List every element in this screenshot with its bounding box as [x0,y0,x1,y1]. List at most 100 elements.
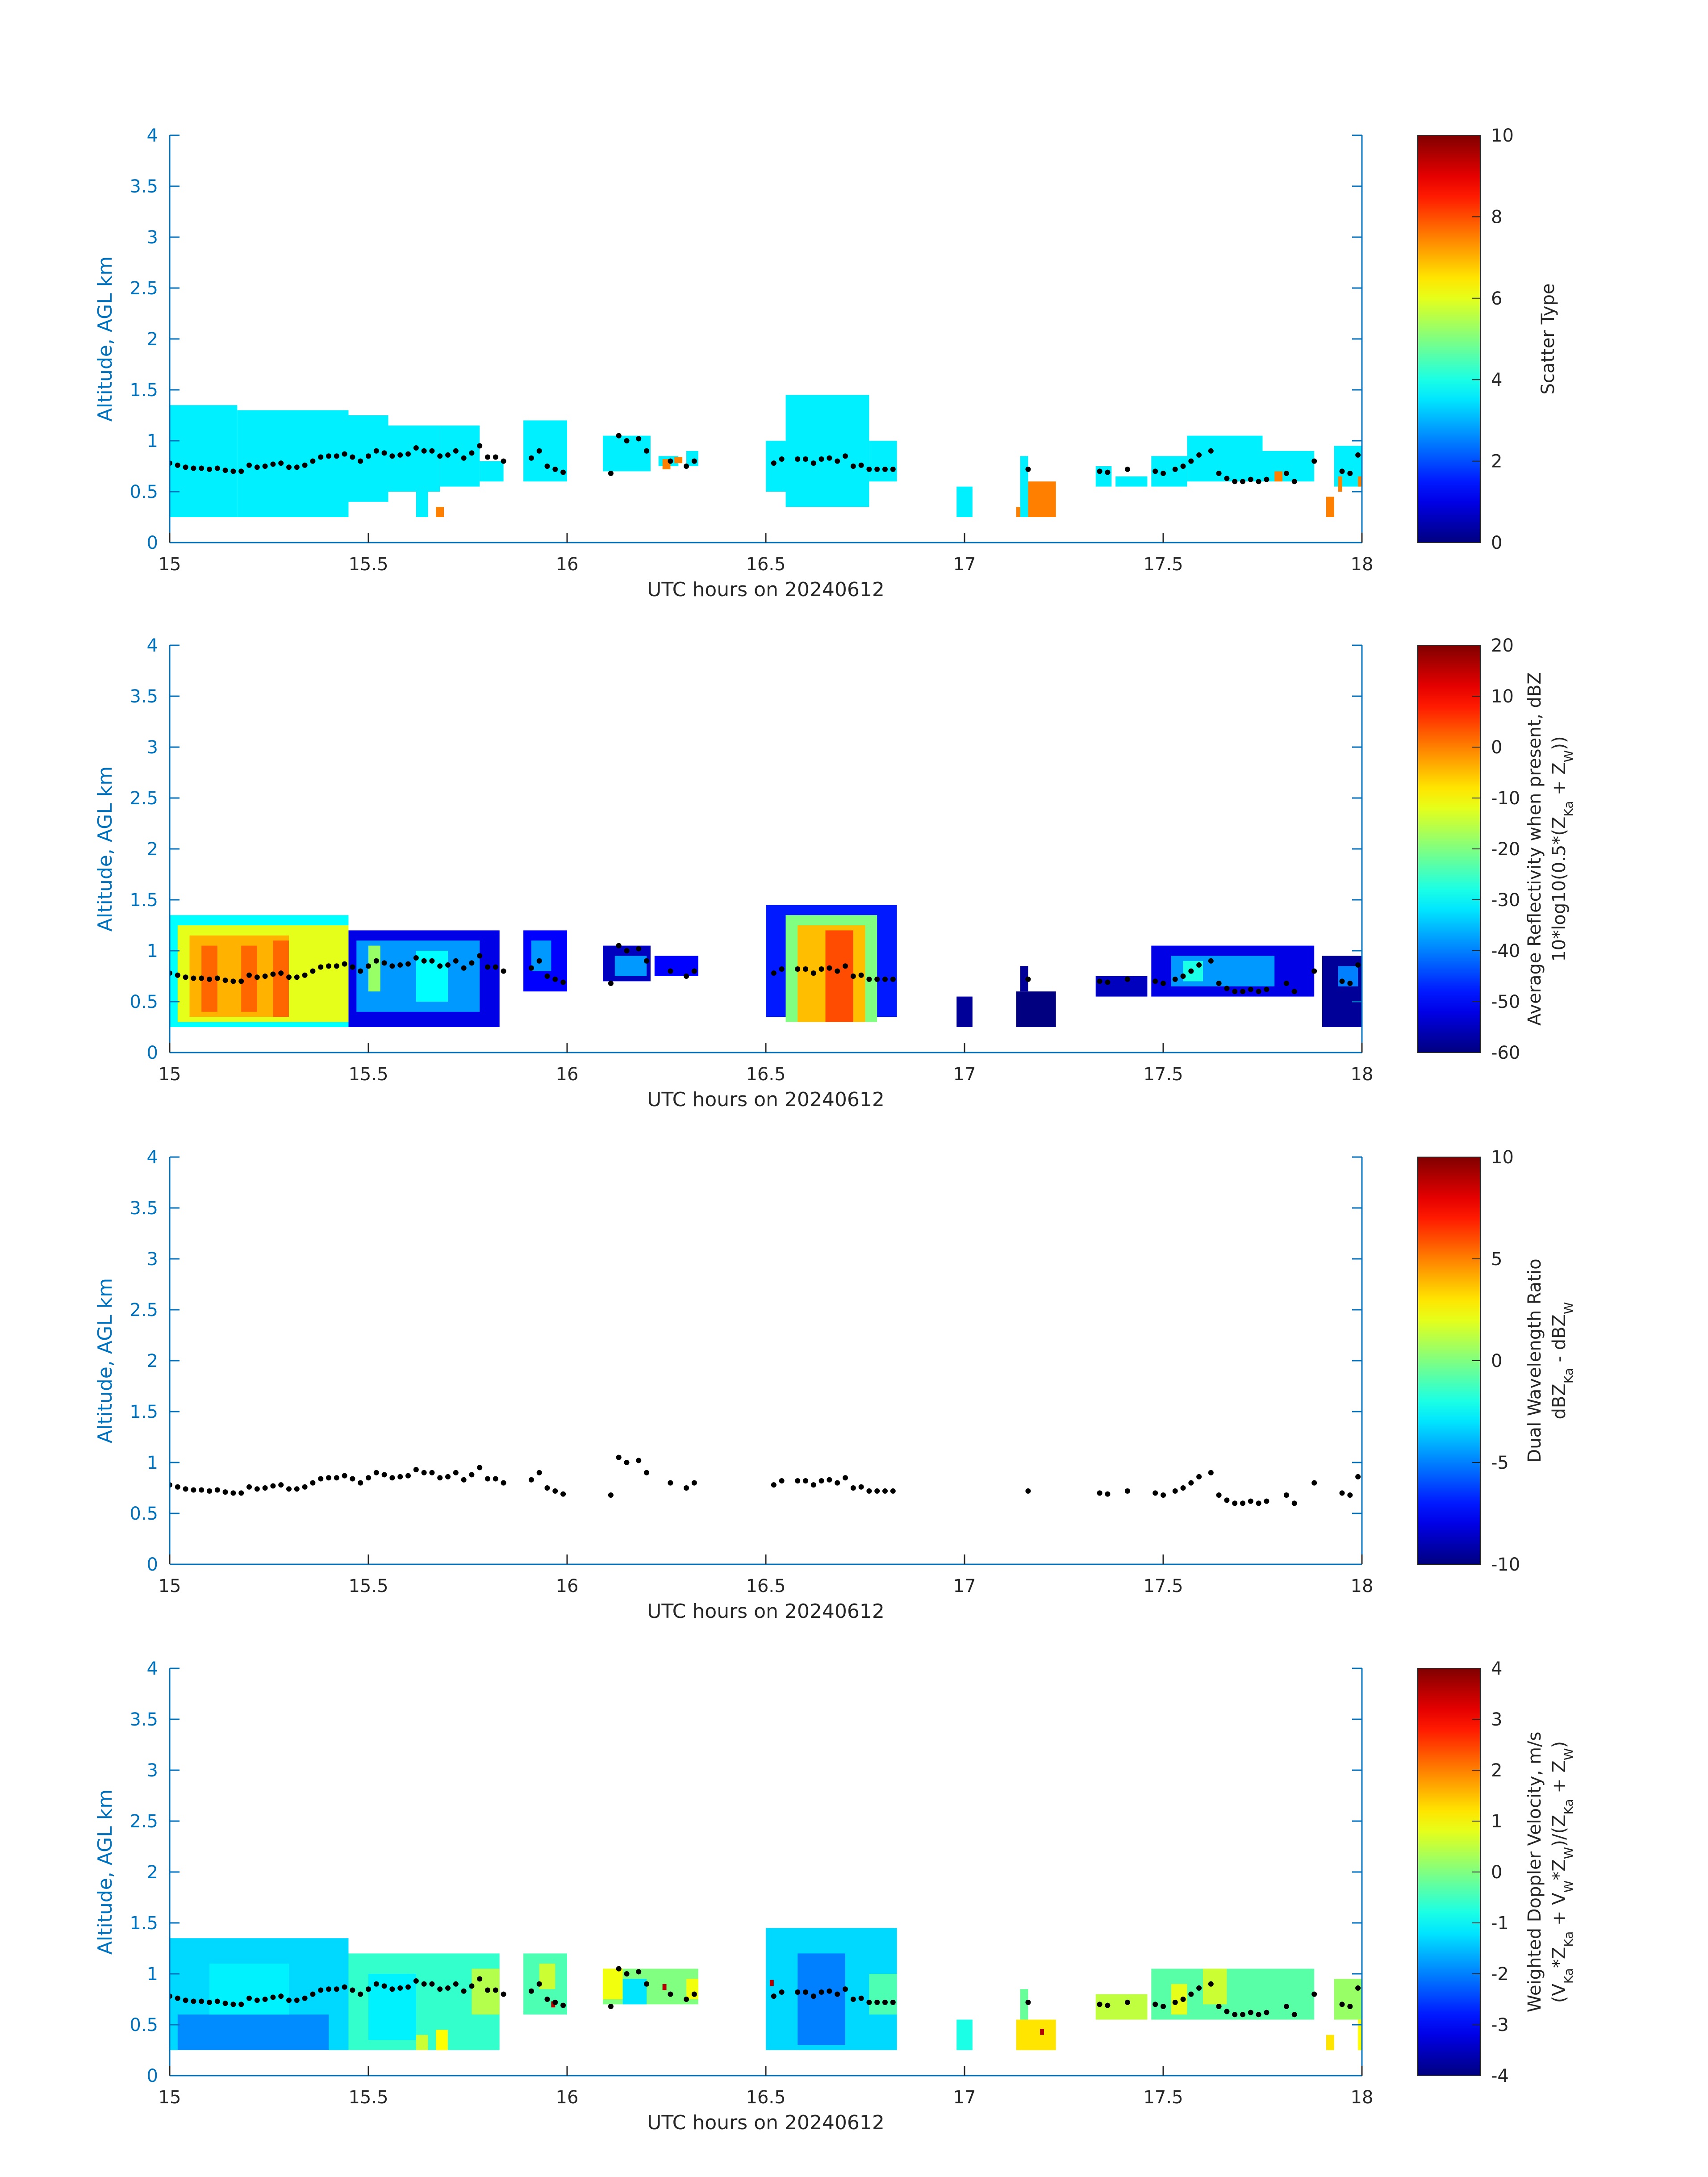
y-axis-label: Altitude, AGL km [94,1789,117,1955]
y-tick-label: 2.5 [129,278,158,299]
cloud-base-point [501,458,506,464]
cloud-base-point [445,452,451,458]
cloud-base-point [199,975,205,981]
heatmap-cell [956,486,973,517]
cloud-base-point [389,963,395,969]
cloud-base-point [1264,2010,1270,2015]
cloud-base-point [803,1989,808,1995]
cloud-base-point [1025,1999,1031,2005]
cloud-base-point [616,1454,622,1460]
cloud-base-point [326,453,331,459]
cloud-base-point [238,2002,244,2007]
heatmap-cell [869,441,897,482]
cloud-base-point [461,455,467,461]
x-tick-label: 16 [556,1064,579,1085]
cloud-base-point [544,1485,550,1491]
x-tick-label: 16 [556,554,579,575]
cloud-base-point [1161,470,1166,476]
cloud-base-point [890,466,896,472]
heatmap-cell [956,2019,973,2050]
cloud-base-point [608,2003,614,2009]
colorbar [1417,135,1481,543]
cloud-base-point [1161,2003,1166,2009]
cloud-base-point [874,1999,880,2005]
x-tick-label: 15.5 [348,2087,388,2108]
colorbar-label: Dual Wavelength Ratio [1524,1258,1545,1462]
cloud-base-point [1161,1492,1166,1498]
heatmap-cell [1020,966,1028,992]
cloud-base-point [429,1981,435,1987]
cloud-base-point [302,972,308,978]
cloud-base-point [429,958,435,964]
cloud-base-point [278,1993,284,1999]
heatmap-cell [674,457,683,464]
cloud-base-point [381,960,387,966]
heatmap-cell [1095,976,1148,997]
cloud-base-point [1180,1997,1186,2002]
cloud-base-point [1240,2012,1245,2018]
cloud-base-point [238,468,244,474]
colorbar-tick-label: -1 [1491,1913,1509,1934]
cloud-base-point [624,438,630,443]
x-tick-label: 15.5 [348,1576,388,1596]
cloud-base-point [560,469,566,475]
cloud-base-point [1311,968,1317,974]
x-axis-label: UTC hours on 20240612 [647,578,885,601]
colorbar-tick-label: -20 [1491,839,1520,860]
x-tick-label: 15.5 [348,1064,388,1085]
cloud-base-point [334,453,339,459]
cloud-base-point [1256,2012,1261,2018]
cloud-base-point [882,976,888,982]
cloud-base-point [373,448,379,454]
heatmap-cell [177,2014,329,2050]
y-axis-label: Altitude, AGL km [94,256,117,422]
cloud-base-point [1232,479,1238,485]
cloud-base-point [810,1482,816,1488]
cloud-base-point [1216,2003,1222,2009]
cloud-base-point [1025,466,1031,472]
cloud-base-point [1180,1485,1186,1491]
cloud-base-point [366,453,371,459]
cloud-base-point [552,1999,558,2005]
heatmap-cell [273,940,289,1017]
cloud-base-point [199,465,205,471]
cloud-base-point [437,1986,443,1992]
cloud-base-point [485,1987,490,1993]
cloud-base-point [624,948,630,953]
cloud-base-point [819,1989,824,1995]
cloud-base-point [536,448,542,454]
heatmap-cell [622,1979,647,2005]
y-tick-label: 0 [147,1043,158,1063]
cloud-base-point [222,978,228,983]
y-tick-label: 3.5 [129,686,158,707]
cloud-base-point [230,978,236,984]
y-tick-label: 2 [147,1351,158,1371]
cloud-base-point [445,1474,451,1479]
cloud-base-point [358,1991,363,1997]
cloud-base-point [536,1981,542,1987]
heatmap-cell [523,420,567,482]
y-tick-label: 2.5 [129,1300,158,1320]
panel-doppler-velocity: 0 0.5 1 1.5 2 2.5 3 3.5 4 15 15.5 16 16.5 17 17.5 18 Alt… [94,1659,1576,2134]
cloud-base-point [779,966,785,972]
cloud-base-point [1196,452,1202,458]
cloud-base-point [779,1989,785,1995]
colorbar-tick-label: 0 [1491,1351,1502,1371]
cloud-base-point [1355,1985,1361,1991]
cloud-base-point [294,1486,300,1492]
y-tick-label: 1 [147,1453,158,1473]
cloud-base-point [222,1489,228,1495]
colorbar-label: Average Reflectivity when present, dBZ [1524,672,1545,1025]
cloud-base-point [358,968,363,974]
cloud-base-point [405,961,411,967]
cloud-base-point [453,1470,459,1475]
cloud-base-point [397,1985,403,1991]
cloud-base-point [1311,1480,1317,1486]
cloud-base-point [1097,978,1102,984]
cloud-base-point [373,1981,379,1987]
cloud-base-point [636,946,642,952]
cloud-base-point [890,976,896,982]
y-tick-label: 1.5 [129,1913,158,1934]
heatmap-cell [1334,1979,1362,2020]
cloud-base-point [1172,1488,1178,1494]
